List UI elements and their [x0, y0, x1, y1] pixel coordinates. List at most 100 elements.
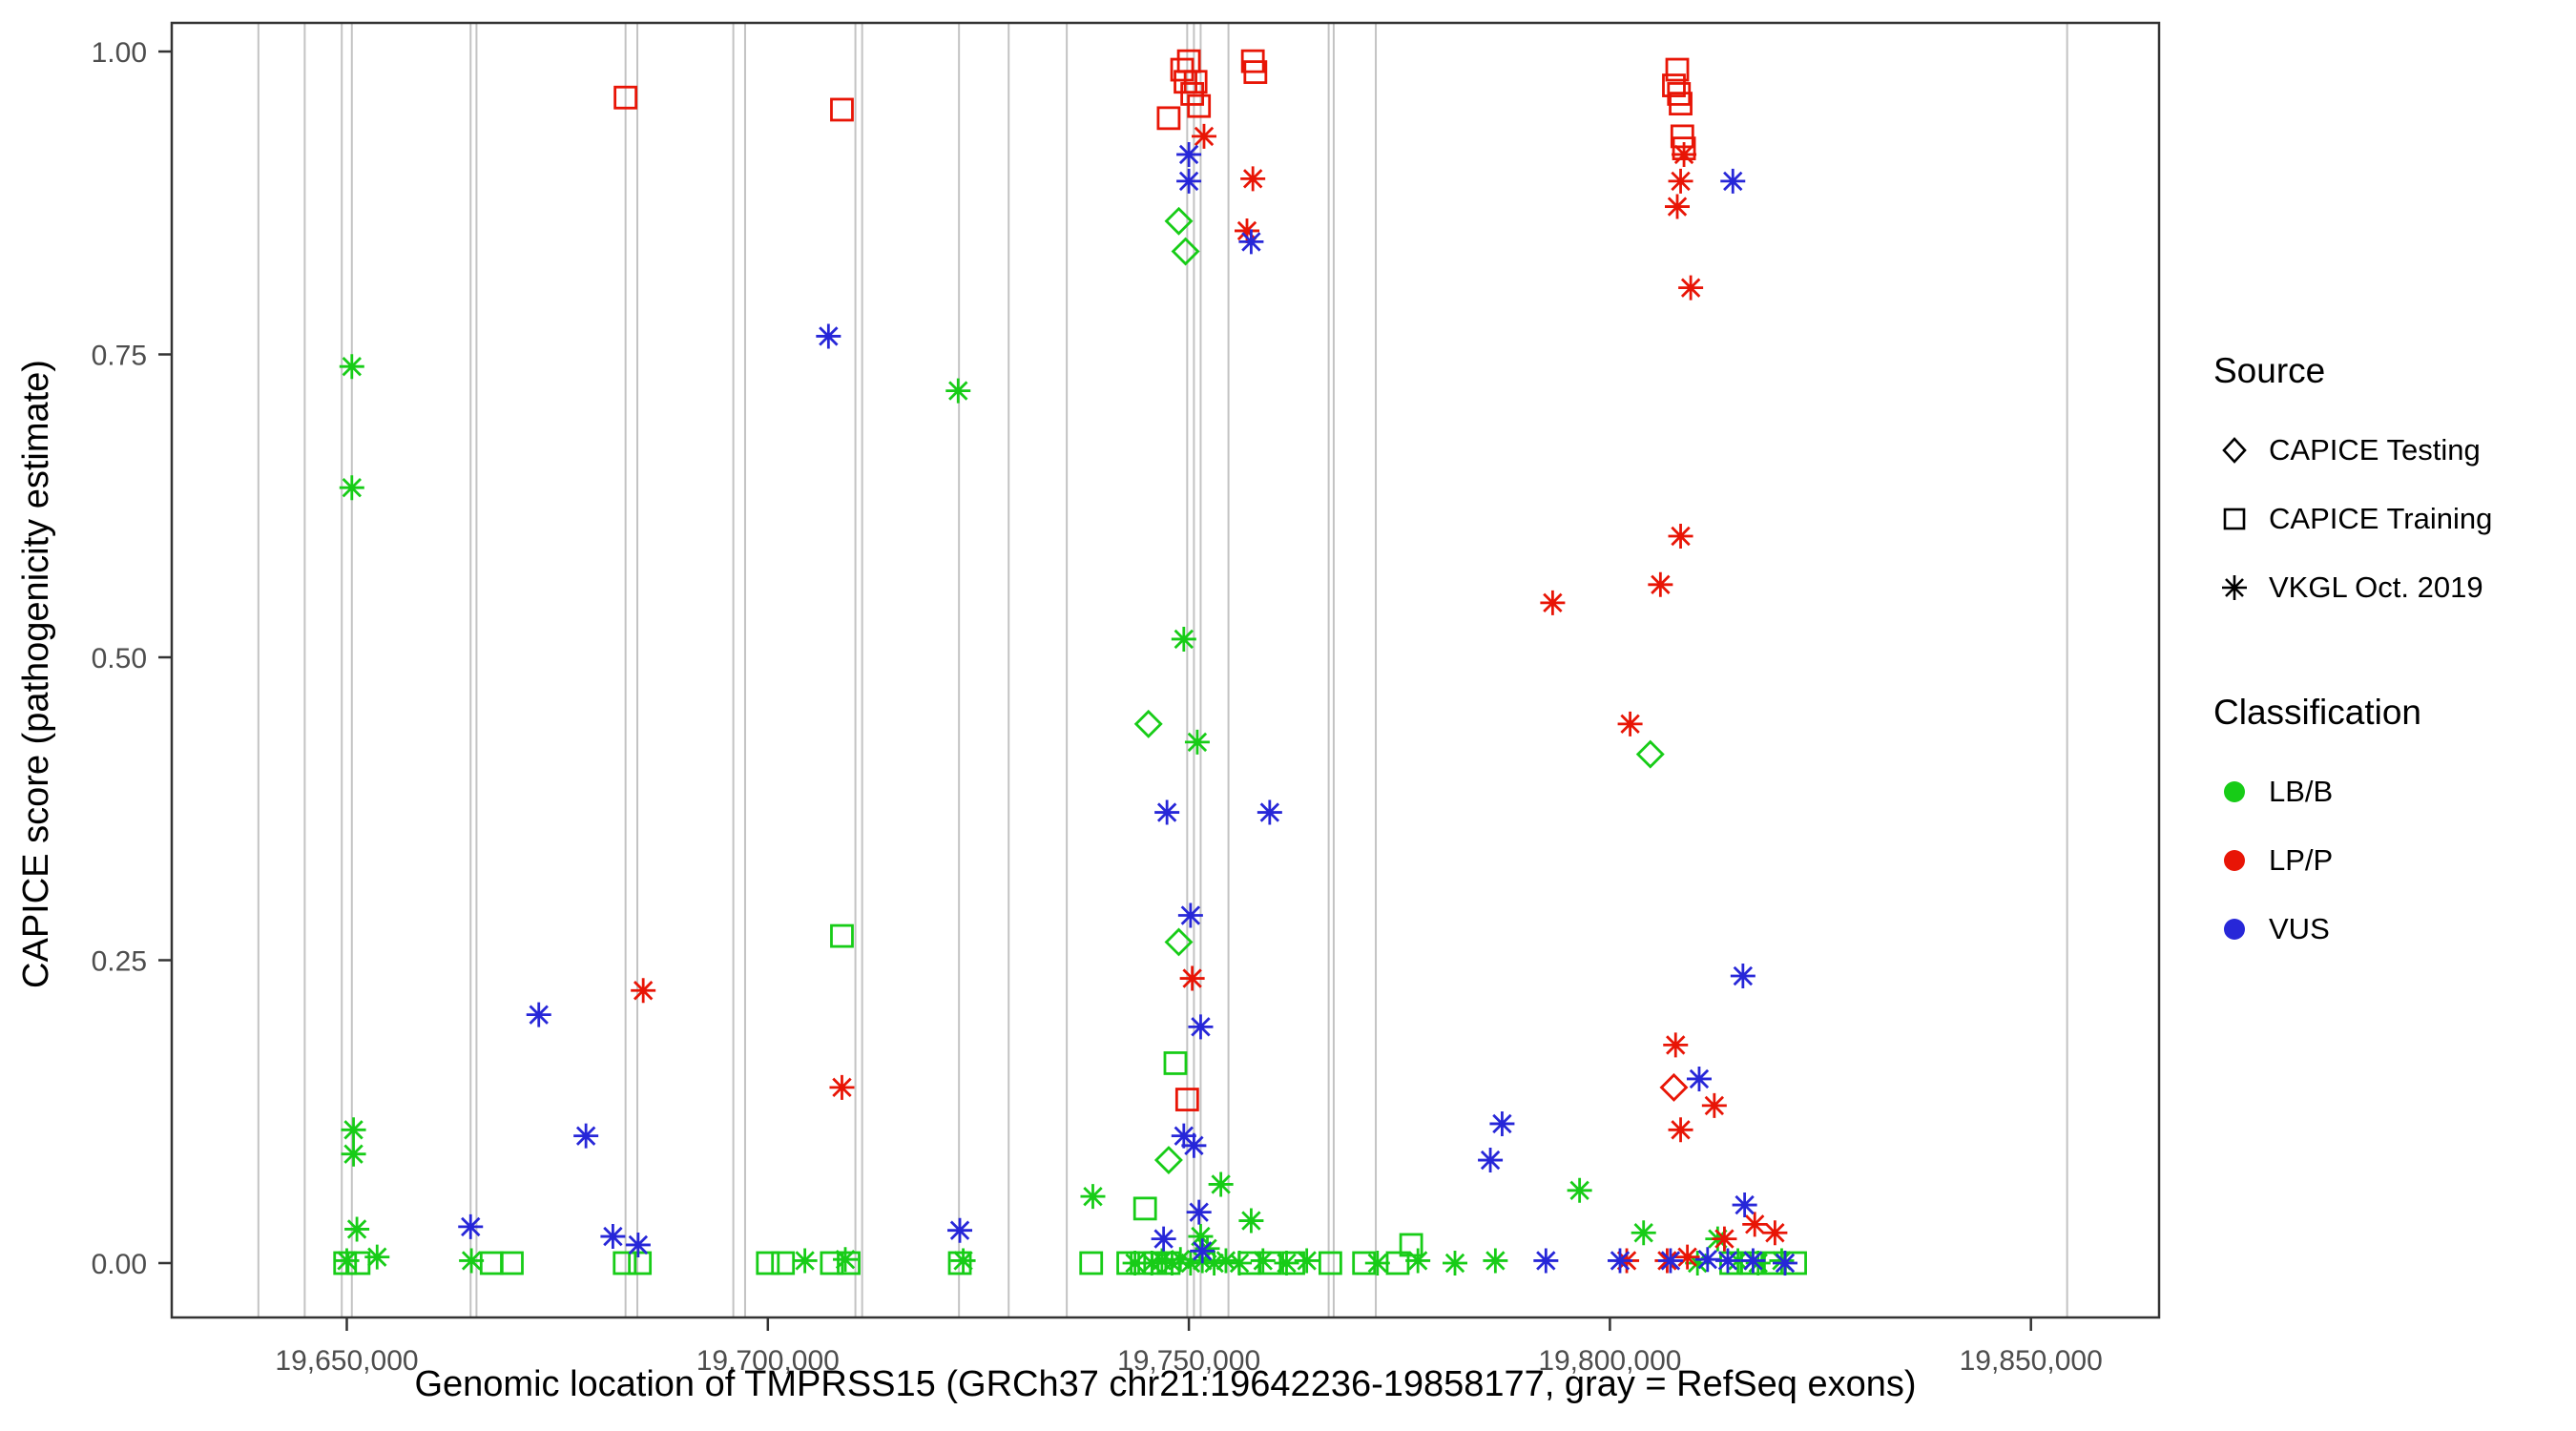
data-point-square: [1079, 1251, 1104, 1275]
data-point-asterisk: [1149, 1248, 1174, 1274]
data-point-asterisk: [1139, 1251, 1165, 1275]
data-point-asterisk: [573, 1123, 599, 1149]
data-point-asterisk: [1720, 168, 1746, 194]
data-point-asterisk: [1250, 1248, 1276, 1274]
panel-border: [170, 21, 2161, 1319]
data-point-asterisk: [945, 378, 971, 404]
data-point-asterisk: [947, 1217, 973, 1243]
legend-symbol: [2213, 500, 2255, 538]
y-tick-label: 0.75: [92, 341, 147, 372]
data-point-asterisk: [1171, 626, 1196, 652]
data-point-asterisk: [341, 1141, 366, 1167]
legend-classification-items: LB/B LP/P VUS: [2213, 757, 2566, 964]
data-point-asterisk: [1201, 1251, 1227, 1275]
data-point-asterisk: [1685, 1251, 1711, 1275]
data-point-asterisk: [1686, 1066, 1712, 1091]
data-point-square: [756, 1251, 780, 1275]
data-point-asterisk: [1730, 964, 1755, 989]
data-point-asterisk: [1208, 1172, 1234, 1197]
data-point-square: [1665, 57, 1690, 82]
data-point-asterisk: [1186, 1199, 1212, 1225]
data-point-square: [628, 1251, 653, 1275]
legend-label: VUS: [2269, 912, 2330, 945]
data-point-asterisk: [1188, 1224, 1214, 1250]
data-point-square: [1669, 92, 1693, 116]
data-point-asterisk: [1714, 1248, 1740, 1274]
legend-symbol: [2213, 569, 2255, 607]
data-point-asterisk: [1478, 1148, 1504, 1173]
data-point-asterisk: [1567, 1177, 1592, 1203]
data-point-diamond: [1164, 927, 1194, 957]
data-point-asterisk: [625, 1232, 651, 1257]
data-point-square: [1662, 73, 1686, 97]
data-point-asterisk: [950, 1248, 976, 1274]
data-point-asterisk: [1191, 123, 1216, 149]
legend-dot-icon: [2213, 910, 2255, 948]
data-point-asterisk: [1213, 1248, 1238, 1274]
data-point-square: [479, 1251, 504, 1275]
data-point-diamond: [1635, 739, 1665, 769]
data-point-asterisk: [1694, 1247, 1720, 1273]
data-point-square: [1183, 70, 1208, 94]
data-point-asterisk: [1663, 1032, 1689, 1058]
legend-item-source-0: CAPICE Testing: [2213, 416, 2566, 485]
legend: Source CAPICE Testing CAPICE Training VKGL…: [2213, 351, 2566, 964]
data-point-asterisk: [1274, 1251, 1299, 1275]
data-point-asterisk: [1171, 1123, 1196, 1149]
data-point-asterisk: [1489, 1110, 1515, 1136]
data-point-asterisk: [792, 1248, 818, 1274]
data-point-asterisk: [1235, 218, 1259, 243]
data-point-asterisk: [1631, 1220, 1656, 1246]
legend-dot-icon: [2213, 773, 2255, 811]
data-point-square: [613, 85, 638, 110]
data-point-square: [837, 1251, 861, 1275]
legend-item-source-1: CAPICE Training: [2213, 485, 2566, 553]
data-point-asterisk: [1151, 1226, 1176, 1252]
data-point-square: [1187, 93, 1212, 118]
data-point-asterisk: [1668, 524, 1693, 549]
data-point-square: [500, 1251, 524, 1275]
data-point-asterisk: [1177, 1251, 1203, 1275]
data-point-asterisk: [1080, 1184, 1106, 1210]
data-point-asterisk: [1257, 799, 1282, 825]
data-point-asterisk: [1122, 1251, 1148, 1275]
data-point-asterisk: [1668, 168, 1693, 194]
data-point-asterisk: [1188, 1014, 1214, 1040]
asterisk-icon: [2222, 575, 2247, 600]
data-point-square: [333, 1251, 358, 1275]
data-point-asterisk: [1195, 1235, 1220, 1261]
data-point-square: [771, 1251, 796, 1275]
data-point-asterisk: [344, 1216, 370, 1242]
data-point-asterisk: [1179, 965, 1205, 991]
legend-label: LP/P: [2269, 843, 2334, 877]
y-tick-label: 0.50: [92, 643, 147, 674]
data-point-asterisk: [600, 1224, 626, 1250]
x-tick-label: 19,800,000: [1538, 1345, 1681, 1377]
data-point-asterisk: [1648, 571, 1673, 597]
data-point-asterisk: [1159, 1251, 1185, 1275]
data-point-asterisk: [339, 475, 364, 501]
data-point-asterisk: [458, 1213, 484, 1239]
data-point-square: [1318, 1251, 1342, 1275]
data-point-asterisk: [1607, 1248, 1632, 1274]
data-point-asterisk: [526, 1002, 551, 1027]
legend-source-items: CAPICE Testing CAPICE Training VKGL Oct. 2…: [2213, 416, 2566, 622]
data-point-asterisk: [631, 978, 656, 1004]
x-axis-title: Genomic location of TMPRSS15 (GRCh37 chr…: [414, 1364, 1917, 1404]
x-tick-label: 19,750,000: [1117, 1345, 1260, 1377]
legend-classification-title: Classification: [2213, 693, 2421, 732]
data-point-square: [613, 1251, 637, 1275]
data-point-asterisk: [1483, 1248, 1508, 1274]
data-point-asterisk: [816, 323, 841, 349]
data-point-diamond: [1659, 1072, 1689, 1102]
legend-symbol: [2213, 431, 2255, 469]
data-point-asterisk: [1740, 1248, 1766, 1274]
data-point-asterisk: [459, 1248, 485, 1274]
data-point-asterisk: [1742, 1212, 1768, 1237]
data-point-asterisk: [1181, 1132, 1207, 1158]
data-point-asterisk: [1617, 711, 1643, 736]
data-point-asterisk: [1294, 1248, 1319, 1274]
data-point-square: [1132, 1196, 1157, 1221]
data-point-asterisk: [1190, 1238, 1215, 1264]
